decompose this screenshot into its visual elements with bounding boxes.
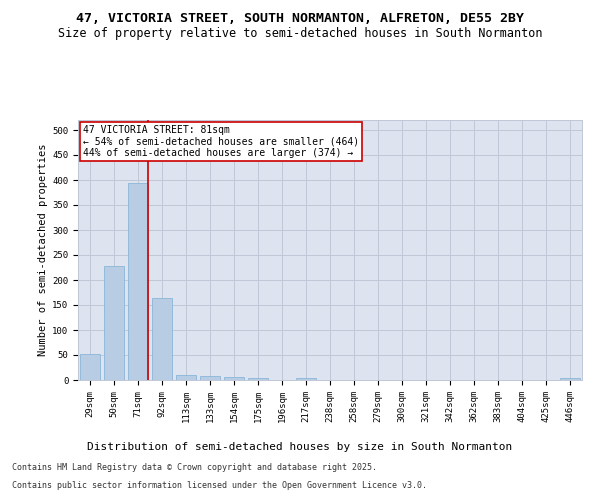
Text: Contains HM Land Registry data © Crown copyright and database right 2025.: Contains HM Land Registry data © Crown c… (12, 464, 377, 472)
Bar (200, 376, 220, 380)
Y-axis label: Number of semi-detached properties: Number of semi-detached properties (38, 144, 48, 356)
Bar (296, 378, 316, 380)
Text: 47 VICTORIA STREET: 81sqm
← 54% of semi-detached houses are smaller (464)
44% of: 47 VICTORIA STREET: 81sqm ← 54% of semi-… (83, 125, 359, 158)
Bar (248, 378, 268, 380)
Bar (560, 378, 580, 380)
Bar (128, 182, 148, 380)
Text: Distribution of semi-detached houses by size in South Normanton: Distribution of semi-detached houses by … (88, 442, 512, 452)
Text: 47, VICTORIA STREET, SOUTH NORMANTON, ALFRETON, DE55 2BY: 47, VICTORIA STREET, SOUTH NORMANTON, AL… (76, 12, 524, 26)
Text: Contains public sector information licensed under the Open Government Licence v3: Contains public sector information licen… (12, 481, 427, 490)
Text: Size of property relative to semi-detached houses in South Normanton: Size of property relative to semi-detach… (58, 28, 542, 40)
Bar (104, 266, 124, 380)
Bar (176, 374, 196, 380)
Bar (152, 298, 172, 380)
Bar (80, 354, 100, 380)
Bar (224, 377, 244, 380)
